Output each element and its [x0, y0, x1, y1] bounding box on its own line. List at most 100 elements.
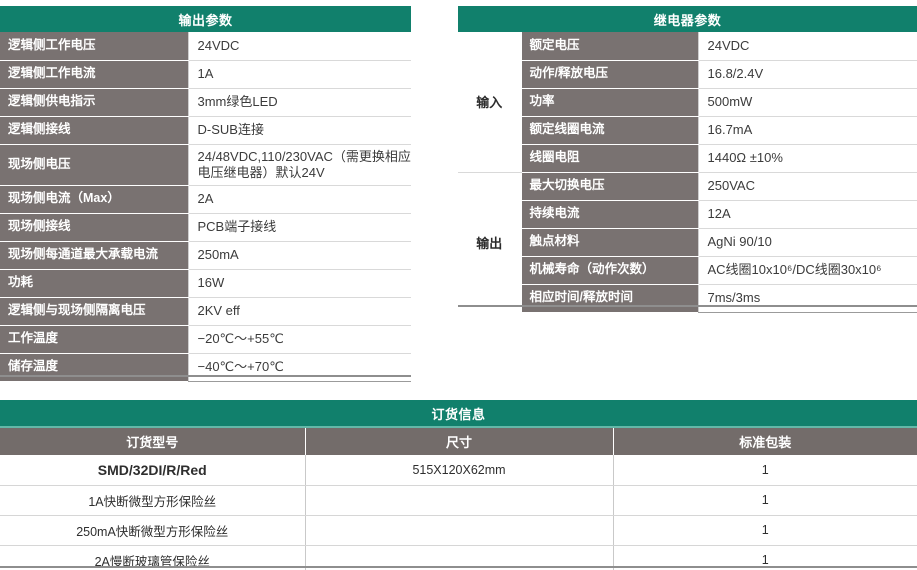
table-header-row: 订货信息	[0, 400, 917, 426]
relay-table-bottom-rule	[458, 305, 917, 307]
table-row: 持续电流 12A	[458, 200, 917, 229]
row-label: 逻辑侧供电指示	[0, 88, 188, 117]
row-label: 现场侧电压	[0, 144, 188, 186]
row-value: 24/48VDC,110/230VAC（需更换相应电压继电器）默认24V	[187, 144, 412, 186]
group-label-output: 输出	[458, 172, 522, 312]
table-row: 额定线圈电流 16.7mA	[458, 116, 917, 145]
row-label: 触点材料	[521, 228, 698, 257]
table-row: 逻辑侧工作电压 24VDC	[0, 32, 412, 61]
row-value: 16.7mA	[697, 116, 917, 145]
cell-pack: 1	[613, 455, 917, 486]
row-label: 逻辑侧工作电压	[0, 32, 188, 61]
cell-model: 1A快断微型方形保险丝	[0, 485, 306, 516]
column-header-pack: 标准包装	[613, 428, 917, 455]
table-row: 触点材料 AgNi 90/10	[458, 228, 917, 257]
group-label-input: 输入	[458, 32, 522, 173]
cell-model: 2A慢断玻璃管保险丝	[0, 545, 306, 570]
table-row: 2A慢断玻璃管保险丝 1	[0, 545, 917, 570]
cell-size	[305, 485, 614, 516]
row-value: 500mW	[697, 88, 917, 117]
table-row: 线圈电阻 1440Ω ±10%	[458, 144, 917, 173]
table-header-row: 输出参数	[0, 6, 412, 32]
row-value: 16W	[187, 269, 412, 298]
output-table-title: 输出参数	[0, 6, 412, 32]
cell-pack: 1	[613, 545, 917, 570]
relay-parameters-table: 继电器参数 输入 额定电压 24VDC 动作/释放电压 16.8/2.4V 功率…	[458, 6, 917, 313]
row-value: 250VAC	[697, 172, 917, 201]
relay-table-title: 继电器参数	[458, 6, 917, 32]
table-row: 现场侧电压 24/48VDC,110/230VAC（需更换相应电压继电器）默认2…	[0, 144, 412, 186]
row-label: 工作温度	[0, 325, 188, 354]
cell-pack: 1	[613, 515, 917, 546]
order-table-title: 订货信息	[0, 400, 917, 426]
row-label: 现场侧电流（Max）	[0, 185, 188, 214]
row-value: D-SUB连接	[187, 116, 412, 145]
row-label: 逻辑侧与现场侧隔离电压	[0, 297, 188, 326]
table-row: 功耗 16W	[0, 269, 412, 298]
table-row: 逻辑侧工作电流 1A	[0, 60, 412, 89]
row-label: 现场侧每通道最大承载电流	[0, 241, 188, 270]
row-label: 功率	[521, 88, 698, 117]
table-row: 功率 500mW	[458, 88, 917, 117]
row-label: 持续电流	[521, 200, 698, 229]
table-row: 输出 最大切换电压 250VAC	[458, 172, 917, 312]
column-header-model: 订货型号	[0, 428, 306, 455]
row-value: 2KV eff	[187, 297, 412, 326]
order-table-bottom-rule	[0, 566, 917, 568]
cell-size	[305, 545, 614, 570]
row-label: 逻辑侧工作电流	[0, 60, 188, 89]
column-header-size: 尺寸	[305, 428, 614, 455]
row-value: 7ms/3ms	[697, 284, 917, 313]
header-accent-rule	[0, 426, 917, 428]
row-value: 1A	[187, 60, 412, 89]
row-value: 3mm绿色LED	[187, 88, 412, 117]
cell-model: SMD/32DI/R/Red	[0, 455, 306, 486]
table-row: 机械寿命（动作次数） AC线圈10x10⁶/DC线圈30x10⁶	[458, 256, 917, 285]
row-value: AC线圈10x10⁶/DC线圈30x10⁶	[697, 256, 917, 285]
row-label: 最大切换电压	[521, 172, 698, 201]
ordering-information-table: 订货信息 订货型号 尺寸 标准包装 SMD/32DI/R/Red 515X120…	[0, 400, 917, 570]
table-row: 现场侧电流（Max） 2A	[0, 185, 412, 214]
row-label: 额定线圈电流	[521, 116, 698, 145]
row-label: 线圈电阻	[521, 144, 698, 173]
row-value: 24VDC	[697, 32, 917, 61]
row-label: 现场侧接线	[0, 213, 188, 242]
table-row: SMD/32DI/R/Red 515X120X62mm 1	[0, 455, 917, 486]
cell-size: 515X120X62mm	[305, 455, 614, 486]
output-parameters-table: 输出参数 逻辑侧工作电压 24VDC 逻辑侧工作电流 1A 逻辑侧供电指示 3m…	[0, 6, 412, 382]
cell-model: 250mA快断微型方形保险丝	[0, 515, 306, 546]
table-row: 1A快断微型方形保险丝 1	[0, 485, 917, 516]
row-label: 功耗	[0, 269, 188, 298]
column-header-row: 订货型号 尺寸 标准包装	[0, 428, 917, 455]
row-value: 16.8/2.4V	[697, 60, 917, 89]
table-row: 输入 额定电压 24VDC	[458, 32, 917, 173]
row-label: 机械寿命（动作次数）	[521, 256, 698, 285]
table-row: 相应时间/释放时间 7ms/3ms	[458, 284, 917, 313]
table-row: 现场侧接线 PCB端子接线	[0, 213, 412, 242]
table-row: 250mA快断微型方形保险丝 1	[0, 515, 917, 546]
row-value: −20℃～+55℃	[187, 325, 412, 354]
row-label: 相应时间/释放时间	[521, 284, 698, 312]
row-label: 动作/释放电压	[521, 60, 698, 89]
row-value: 2A	[187, 185, 412, 214]
row-value: 1440Ω ±10%	[697, 144, 917, 173]
row-value: PCB端子接线	[187, 213, 412, 242]
cell-size	[305, 515, 614, 546]
table-header-row: 继电器参数	[458, 6, 917, 32]
row-value: 12A	[697, 200, 917, 229]
table-row: 逻辑侧与现场侧隔离电压 2KV eff	[0, 297, 412, 326]
output-table-bottom-rule	[0, 375, 411, 377]
table-row: 现场侧每通道最大承载电流 250mA	[0, 241, 412, 270]
row-label: 额定电压	[521, 32, 698, 61]
row-value: AgNi 90/10	[697, 228, 917, 257]
cell-pack: 1	[613, 485, 917, 516]
row-value: 250mA	[187, 241, 412, 270]
row-value: 24VDC	[187, 32, 412, 61]
table-row: 逻辑侧接线 D-SUB连接	[0, 116, 412, 145]
table-row: 动作/释放电压 16.8/2.4V	[458, 60, 917, 89]
row-label: 逻辑侧接线	[0, 116, 188, 145]
table-row: 工作温度 −20℃～+55℃	[0, 325, 412, 354]
teal-divider	[0, 426, 917, 428]
table-row: 逻辑侧供电指示 3mm绿色LED	[0, 88, 412, 117]
